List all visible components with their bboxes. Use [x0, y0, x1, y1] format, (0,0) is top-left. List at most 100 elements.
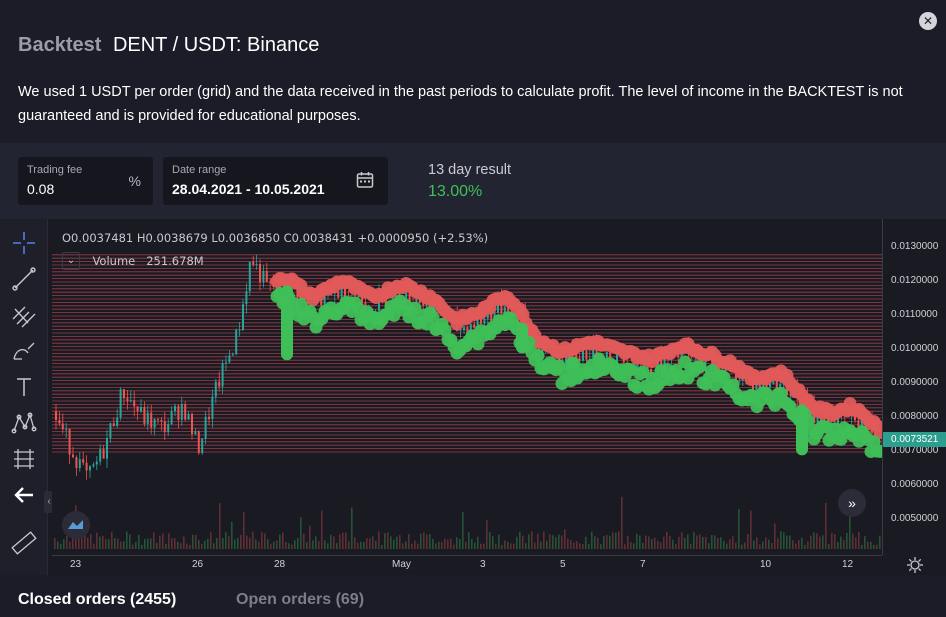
- candle-body: [218, 381, 221, 387]
- volume-bar: [375, 540, 377, 549]
- volume-bar: [837, 541, 839, 549]
- volume-bar: [189, 544, 191, 549]
- volume-bar: [84, 524, 86, 549]
- volume-bar: [876, 544, 878, 549]
- chevron-down-icon[interactable]: ⌄: [62, 252, 80, 270]
- volume-bar: [270, 543, 272, 549]
- volume-bar: [657, 540, 659, 549]
- volume-bar: [345, 532, 347, 549]
- prediction-icon[interactable]: [8, 443, 40, 475]
- date-range-value[interactable]: 28.04.2021 - 10.05.2021: [172, 181, 325, 197]
- drawing-toolbar: [0, 219, 48, 575]
- candle-body: [755, 384, 758, 394]
- volume-bar: [450, 538, 452, 549]
- candle-body: [486, 313, 489, 319]
- volume-bar: [801, 537, 803, 549]
- gear-icon[interactable]: [905, 556, 925, 574]
- volume-bar: [411, 543, 413, 549]
- price-chart: ‹ O0.0037481 H0.0038679 L0.0036850 C0.00…: [0, 219, 946, 575]
- calendar-icon[interactable]: [356, 171, 374, 189]
- volume-bar: [315, 536, 317, 549]
- volume-bar: [285, 541, 287, 549]
- candle-body: [119, 389, 122, 418]
- buy-fill-column: [593, 352, 605, 378]
- volume-bar: [333, 536, 335, 549]
- volume-bar: [420, 533, 422, 549]
- candle-body: [136, 406, 139, 412]
- trading-fee-field[interactable]: Trading fee 0.08 %: [18, 157, 153, 205]
- volume-bar: [753, 540, 755, 549]
- volume-bar: [690, 543, 692, 549]
- candle-body: [639, 364, 642, 366]
- volume-bar: [489, 532, 491, 549]
- volume-bar: [711, 535, 713, 549]
- volume-bar: [681, 532, 683, 549]
- text-tool-icon[interactable]: [8, 371, 40, 403]
- candle-body: [129, 400, 132, 402]
- ruler-icon[interactable]: [8, 527, 40, 559]
- candle-body: [609, 352, 612, 363]
- volume-bar: [564, 529, 566, 549]
- price-axis[interactable]: 0.0130000 0.0120000 0.0110000 0.0100000 0.00…: [882, 219, 946, 555]
- buy-fill-column: [566, 356, 578, 374]
- volume-bar: [63, 539, 65, 549]
- volume-bar: [393, 539, 395, 549]
- back-arrow-icon[interactable]: [8, 479, 40, 511]
- volume-bar: [366, 538, 368, 549]
- volume-bar: [669, 535, 671, 549]
- pattern-icon[interactable]: [8, 407, 40, 439]
- volume-bar: [312, 540, 314, 549]
- candle-body: [123, 389, 125, 399]
- crosshair-icon[interactable]: [8, 227, 40, 259]
- volume-bar: [516, 537, 518, 549]
- volume-bar: [567, 538, 569, 549]
- orders-tabs: Closed orders (2455) Open orders (69): [0, 575, 946, 617]
- volume-bar: [360, 541, 362, 549]
- result-value: 13.00%: [428, 183, 483, 200]
- candle-body: [605, 352, 608, 363]
- candle-body: [769, 383, 771, 388]
- fib-tool-icon[interactable]: [8, 299, 40, 331]
- volume-bar: [849, 502, 851, 549]
- volume-bar: [663, 536, 665, 549]
- volume-bar: [120, 541, 122, 549]
- volume-bar: [534, 542, 536, 549]
- trend-line-icon[interactable]: [8, 263, 40, 295]
- close-icon[interactable]: ✕: [919, 12, 937, 30]
- volume-bar: [846, 532, 848, 549]
- candle-body: [473, 324, 476, 328]
- candle-body: [109, 423, 112, 439]
- chart-plot-area[interactable]: [52, 219, 882, 555]
- tab-closed-orders[interactable]: Closed orders (2455): [18, 591, 177, 608]
- tab-open-orders[interactable]: Open orders (69): [236, 591, 365, 608]
- volume-bar: [870, 541, 872, 549]
- volume-bar: [213, 543, 215, 549]
- candle-body: [337, 291, 340, 298]
- price-tick-label: 0.0130000: [891, 241, 939, 252]
- volume-bar: [237, 537, 239, 549]
- volume-bar: [153, 532, 155, 549]
- volume-bar: [369, 538, 371, 549]
- volume-bar: [72, 537, 74, 549]
- volume-bar: [678, 536, 680, 549]
- volume-bar: [201, 543, 203, 549]
- candle-body: [208, 416, 210, 420]
- time-axis[interactable]: 23 26 28 May 3 5 7 10 12: [52, 555, 882, 575]
- candle-body: [163, 421, 166, 433]
- volume-bar: [675, 544, 677, 549]
- backtest-header: Backtest DENT / USDT: Binance ✕ We used …: [0, 0, 946, 143]
- volume-bar: [744, 542, 746, 549]
- volume-bar: [540, 541, 542, 549]
- current-price-tag: 0.0073521: [883, 432, 946, 448]
- scroll-right-icon[interactable]: »: [838, 489, 866, 517]
- brush-icon[interactable]: [8, 335, 40, 367]
- date-range-field[interactable]: Date range 28.04.2021 - 10.05.2021: [163, 157, 388, 205]
- candle-body: [826, 413, 829, 429]
- tradingview-logo-icon[interactable]: [62, 511, 90, 539]
- collapse-toolbar-icon[interactable]: ‹: [44, 491, 54, 513]
- trading-fee-value[interactable]: 0.08: [27, 181, 55, 197]
- candle-body: [269, 282, 272, 284]
- volume-bar: [276, 540, 278, 549]
- price-tick-label: 0.0100000: [891, 343, 939, 354]
- volume-bar: [117, 538, 119, 549]
